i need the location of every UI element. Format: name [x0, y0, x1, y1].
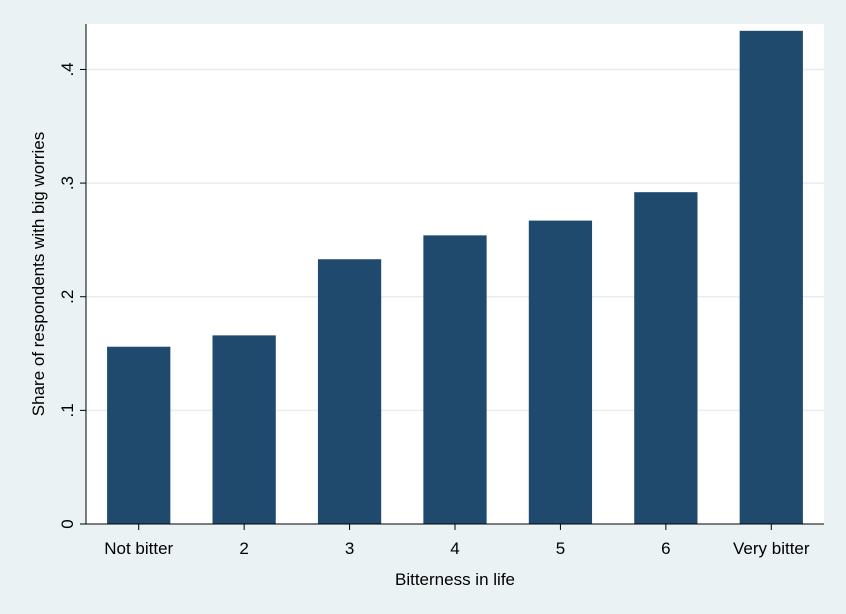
bar — [423, 235, 487, 524]
x-tick-label: 2 — [239, 539, 248, 558]
x-ticks: Not bitter 2 3 4 5 6 Very bitter — [104, 524, 810, 558]
y-tick-label: 0 — [58, 519, 77, 528]
y-axis-title: Share of respondents with big worries — [29, 132, 48, 416]
x-tick-label: 6 — [661, 539, 670, 558]
x-tick-label: Not bitter — [104, 539, 173, 558]
x-axis-title: Bitterness in life — [395, 570, 515, 589]
bar — [107, 346, 171, 524]
y-tick-label: .4 — [58, 62, 77, 76]
y-tick-label: .1 — [58, 403, 77, 417]
bars — [107, 30, 803, 525]
y-tick-label: .3 — [58, 176, 77, 190]
y-ticks: 0 .1 .2 .3 .4 — [58, 62, 86, 529]
x-tick-label: 4 — [450, 539, 459, 558]
x-tick-label: Very bitter — [733, 539, 810, 558]
bar — [528, 220, 593, 524]
bar — [634, 192, 698, 524]
x-tick-label: 5 — [556, 539, 565, 558]
x-tick-label: 3 — [345, 539, 354, 558]
bar — [739, 30, 803, 525]
y-tick-label: .2 — [58, 290, 77, 304]
bar — [317, 259, 382, 524]
bar — [212, 335, 276, 524]
